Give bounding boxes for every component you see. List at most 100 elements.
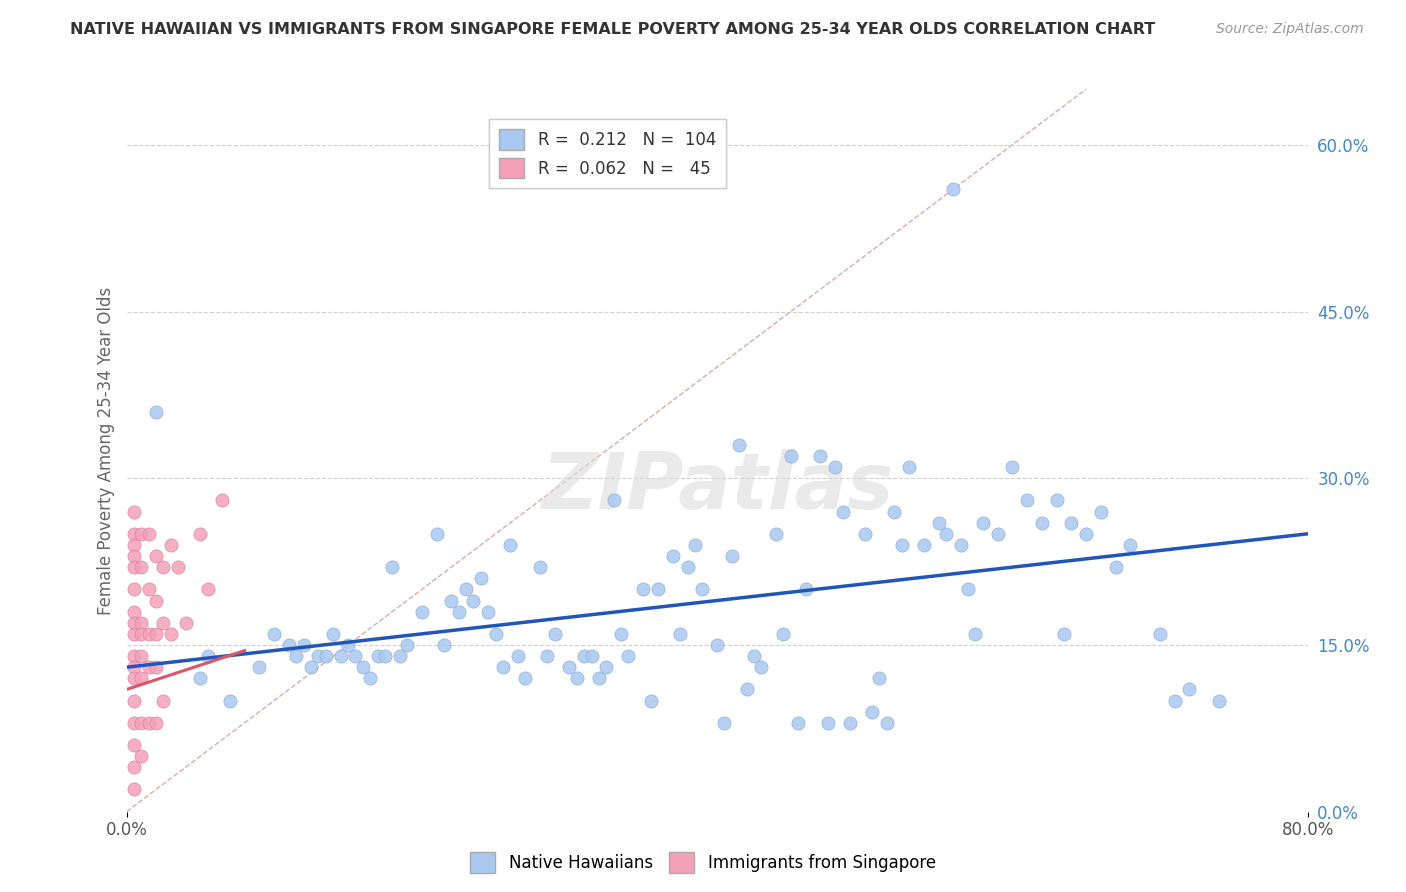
Point [122,738,145,752]
Point [122,671,145,685]
Point [492,660,515,674]
Point [152,560,174,574]
Point [122,538,145,552]
Point [129,627,153,641]
Point [484,627,508,641]
Point [928,516,950,530]
Point [543,627,565,641]
Point [1208,693,1230,707]
Point [138,627,160,641]
Point [396,638,419,652]
Point [817,715,839,730]
Point [337,638,360,652]
Point [138,582,160,597]
Point [1105,560,1128,574]
Point [1001,460,1024,475]
Point [359,671,381,685]
Point [853,526,876,541]
Point [838,715,860,730]
Point [683,538,706,552]
Point [824,460,846,475]
Point [1149,627,1171,641]
Point [122,782,145,797]
Point [633,582,655,597]
Point [188,526,212,541]
Point [720,549,742,563]
Point [499,538,522,552]
Point [456,582,478,597]
Point [145,627,167,641]
Point [506,649,529,664]
Point [188,671,212,685]
Point [129,560,153,574]
Point [956,582,979,597]
Point [662,549,685,563]
Point [965,627,987,641]
Point [122,615,145,630]
Point [713,715,735,730]
Point [278,638,301,652]
Point [440,593,463,607]
Point [122,582,145,597]
Point [374,649,396,664]
Point [669,627,692,641]
Point [129,749,153,764]
Point [122,760,145,774]
Point [1046,493,1069,508]
Point [122,560,145,574]
Point [122,649,145,664]
Point [869,671,891,685]
Point [772,627,794,641]
Point [860,705,883,719]
Point [152,615,174,630]
Point [122,505,145,519]
Point [344,649,367,664]
Point [912,538,935,552]
Text: NATIVE HAWAIIAN VS IMMIGRANTS FROM SINGAPORE FEMALE POVERTY AMONG 25-34 YEAR OLD: NATIVE HAWAIIAN VS IMMIGRANTS FROM SINGA… [70,22,1156,37]
Point [972,516,994,530]
Point [122,526,145,541]
Point [381,560,404,574]
Point [558,660,581,674]
Point [145,715,167,730]
Point [138,715,160,730]
Point [647,582,669,597]
Point [322,627,344,641]
Point [735,682,758,697]
Point [470,571,492,585]
Point [167,560,190,574]
Point [122,715,145,730]
Point [447,605,470,619]
Point [1090,505,1112,519]
Point [219,693,242,707]
Point [122,693,145,707]
Point [160,538,183,552]
Point [122,660,145,674]
Point [565,671,588,685]
Point [987,526,1010,541]
Point [890,538,912,552]
Point [515,671,537,685]
Point [1053,627,1076,641]
Point [299,660,322,674]
Point [160,627,183,641]
Point [129,526,153,541]
Point [1119,538,1142,552]
Text: ZIPatlas: ZIPatlas [541,449,893,524]
Text: Source: ZipAtlas.com: Source: ZipAtlas.com [1216,22,1364,37]
Point [197,649,219,664]
Legend: R =  0.212   N =  104, R =  0.062   N =   45: R = 0.212 N = 104, R = 0.062 N = 45 [489,120,725,188]
Point [145,593,167,607]
Point [949,538,972,552]
Point [529,560,551,574]
Point [138,526,160,541]
Point [315,649,337,664]
Point [810,449,832,463]
Point [574,649,596,664]
Point [174,615,197,630]
Point [692,582,714,597]
Point [1076,526,1098,541]
Point [1017,493,1039,508]
Point [640,693,662,707]
Point [145,549,167,563]
